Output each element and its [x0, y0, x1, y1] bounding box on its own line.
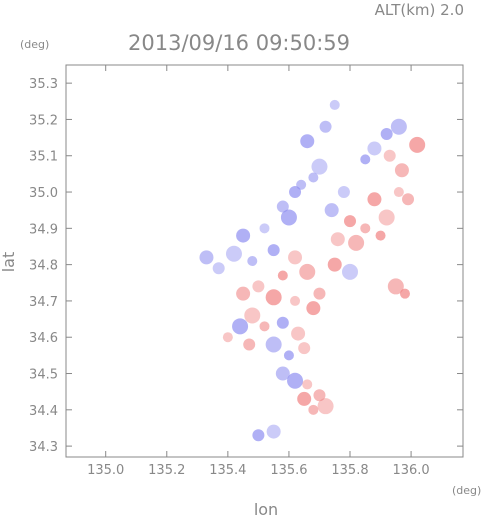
data-point: [319, 120, 332, 133]
y-unit-label: (deg): [20, 38, 49, 51]
data-points-layer: [199, 99, 426, 442]
data-point: [287, 372, 304, 389]
data-point: [402, 193, 415, 206]
y-tick-label: 34.9: [29, 222, 58, 237]
data-point: [297, 391, 312, 406]
data-point: [265, 336, 282, 353]
y-tick-label: 34.6: [29, 331, 58, 346]
data-point: [329, 99, 340, 110]
data-point: [299, 263, 316, 280]
data-point: [387, 278, 404, 295]
x-unit-label: (deg): [452, 484, 481, 497]
data-point: [399, 288, 410, 299]
data-point: [308, 172, 319, 183]
x-tick-label: 135.2: [148, 463, 185, 478]
y-tick-label: 34.5: [29, 368, 58, 383]
y-tick-label: 34.4: [29, 404, 58, 419]
data-point: [252, 280, 265, 293]
x-tick-label: 135.0: [87, 463, 124, 478]
y-tick-label: 35.2: [29, 113, 58, 128]
data-point: [409, 136, 426, 153]
data-point: [259, 321, 270, 332]
data-point: [342, 263, 359, 280]
data-point: [330, 232, 345, 247]
data-point: [267, 244, 280, 257]
data-point: [380, 127, 393, 140]
data-point: [375, 230, 386, 241]
altitude-label: ALT(km) 2.0: [375, 1, 464, 19]
data-point: [367, 192, 382, 207]
data-point: [276, 316, 289, 329]
data-point: [360, 154, 371, 165]
data-point: [243, 338, 256, 351]
data-point: [280, 209, 297, 226]
data-point: [222, 332, 233, 343]
data-point: [383, 149, 396, 162]
y-tick-label: 34.7: [29, 295, 58, 310]
data-point: [265, 289, 282, 306]
data-point: [313, 389, 326, 402]
y-tick-label: 35.1: [29, 150, 58, 165]
data-point: [308, 404, 319, 415]
data-point: [236, 286, 251, 301]
data-point: [348, 234, 365, 251]
data-point: [199, 250, 214, 265]
y-tick-label: 34.3: [29, 440, 58, 455]
data-point: [232, 318, 249, 335]
data-point: [283, 350, 294, 361]
x-axis-label: lon: [254, 500, 278, 519]
data-point: [300, 134, 315, 149]
data-point: [324, 203, 339, 218]
data-point: [259, 223, 270, 234]
data-point: [290, 295, 301, 306]
y-tick-label: 35.3: [29, 77, 58, 92]
data-point: [378, 209, 395, 226]
data-point: [225, 245, 242, 262]
data-point: [288, 250, 303, 265]
x-tick-label: 136.0: [392, 463, 429, 478]
datetime-label: 2013/09/16 09:50:59: [128, 31, 350, 55]
data-point: [337, 186, 350, 199]
data-point: [289, 186, 302, 199]
data-point: [327, 257, 342, 272]
data-point: [302, 379, 313, 390]
data-point: [390, 118, 407, 135]
data-point: [275, 366, 290, 381]
data-point: [298, 342, 311, 355]
plot-frame: [65, 64, 464, 458]
data-point: [367, 141, 382, 156]
data-point: [247, 256, 258, 266]
data-point: [276, 200, 289, 213]
data-point: [212, 262, 225, 275]
x-tick-label: 135.4: [209, 463, 246, 478]
y-tick-label: 34.8: [29, 259, 58, 274]
data-point: [317, 398, 334, 415]
data-point: [306, 301, 321, 316]
x-tick-label: 135.6: [270, 463, 307, 478]
data-point: [313, 287, 326, 300]
data-point: [291, 326, 306, 341]
data-point: [266, 424, 281, 439]
data-point: [393, 187, 404, 198]
y-tick-label: 35.0: [29, 186, 58, 201]
data-point: [252, 429, 265, 442]
data-point: [311, 158, 328, 175]
data-point: [244, 307, 261, 324]
data-point: [360, 223, 371, 234]
data-point: [236, 228, 251, 243]
data-point: [344, 215, 357, 228]
data-point: [394, 163, 409, 178]
x-tick-label: 135.8: [331, 463, 368, 478]
axis-ticks-layer: 135.0 135.2 135.4 135.6 135.8 136.0 34.3 34.4 34…: [29, 65, 463, 478]
y-axis-label: lat: [0, 252, 18, 273]
data-point: [277, 270, 288, 281]
